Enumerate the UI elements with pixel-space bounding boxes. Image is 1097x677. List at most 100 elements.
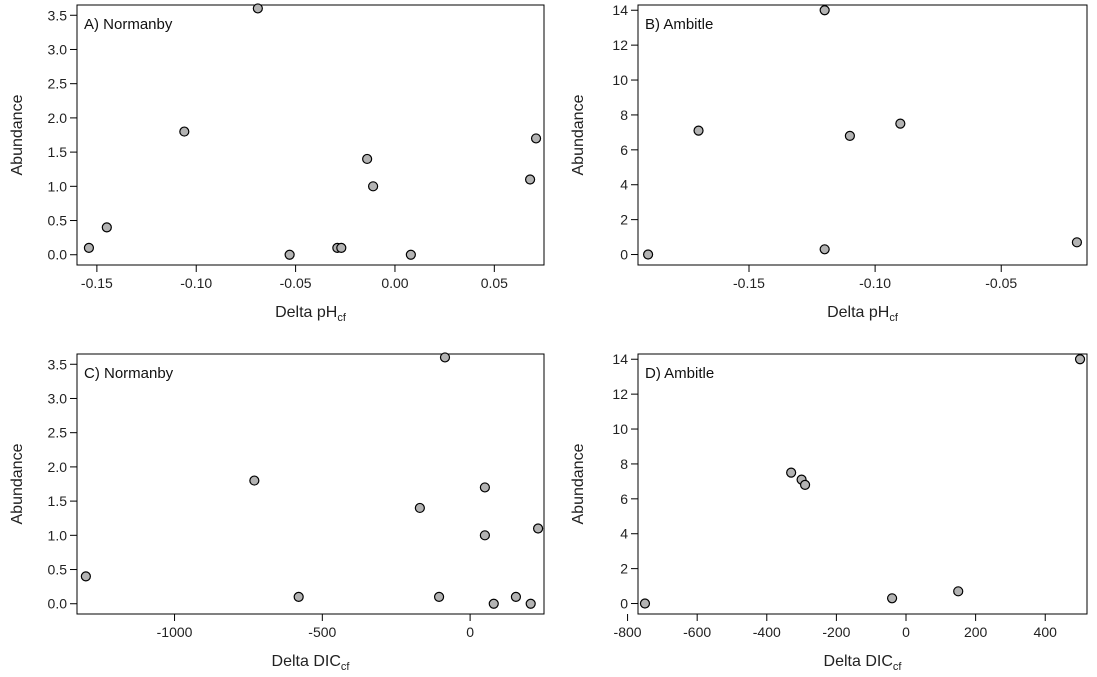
plot-frame-c bbox=[76, 353, 545, 615]
panel-d: -800 -600 -400 -200 0 200 400 0 2 4 6 8 10 12 14 Delta … bbox=[570, 351, 1088, 673]
y-tick-label-d: 14 bbox=[612, 351, 628, 367]
panel-title-c: C) Normanby bbox=[84, 365, 174, 382]
data-point-a bbox=[83, 242, 95, 253]
y-tick-label-a: 0.0 bbox=[48, 247, 68, 263]
x-tick-label-a: -0.10 bbox=[180, 275, 212, 291]
data-point-c bbox=[293, 591, 304, 602]
x-tick-label-a: 0.05 bbox=[481, 275, 508, 291]
data-point-c bbox=[479, 530, 490, 541]
x-tick-label-c: -500 bbox=[308, 624, 336, 640]
data-point-c bbox=[525, 598, 536, 609]
panel-a: -0.15 -0.10 -0.05 0.00 0.05 0.0 0.5 1.0 1.5 2.0 2.… bbox=[9, 3, 545, 324]
y-tick-label-b: 10 bbox=[612, 72, 628, 88]
data-point-c bbox=[488, 598, 499, 609]
y-tick-label-d: 12 bbox=[612, 386, 628, 402]
y-tick-label-b: 4 bbox=[620, 177, 628, 193]
data-point-c bbox=[439, 352, 451, 363]
y-tick-label-c: 0.0 bbox=[48, 596, 68, 612]
data-point-a bbox=[284, 249, 295, 260]
y-axis-title-a: Abundance bbox=[9, 94, 26, 175]
x-tick-label-c: -1000 bbox=[157, 624, 193, 640]
y-tick-label-d: 6 bbox=[620, 491, 628, 507]
data-point-d bbox=[953, 586, 964, 597]
x-tick-label-a: -0.15 bbox=[81, 275, 113, 291]
y-tick-label-a: 0.5 bbox=[48, 213, 68, 229]
y-tick-label-c: 2.0 bbox=[48, 459, 68, 475]
y-tick-label-d: 8 bbox=[620, 456, 628, 472]
y-tick-label-d: 10 bbox=[612, 421, 628, 437]
x-axis-title-subscript-c: cf bbox=[341, 661, 351, 673]
x-axis-title-d: Delta DICcf bbox=[824, 653, 903, 673]
y-tick-label-a: 2.5 bbox=[48, 76, 68, 92]
x-axis-title-subscript-a: cf bbox=[337, 312, 347, 324]
x-tick-label-b: -0.10 bbox=[859, 275, 891, 291]
x-tick-label-c: 0 bbox=[466, 624, 474, 640]
y-tick-label-a: 3.5 bbox=[48, 7, 68, 23]
panel-c: -1000 -500 0 0.0 0.5 1.0 1.5 2.0 2.5 3.0 3.5 Delta … bbox=[9, 352, 545, 673]
data-point-d bbox=[886, 593, 898, 604]
y-axis-title-b: Abundance bbox=[570, 94, 587, 175]
plot-frame-d bbox=[637, 353, 1088, 615]
data-point-a bbox=[530, 133, 542, 144]
x-tick-label-d: 0 bbox=[902, 624, 910, 640]
y-axis-title-c: Abundance bbox=[9, 443, 26, 524]
x-axis-title-a: Delta pHcf bbox=[275, 304, 347, 324]
x-tick-label-a: -0.05 bbox=[280, 275, 312, 291]
data-point-c bbox=[479, 482, 490, 493]
y-tick-label-d: 4 bbox=[620, 526, 628, 542]
y-tick-label-b: 6 bbox=[620, 142, 628, 158]
data-point-a bbox=[252, 3, 263, 14]
y-tick-label-c: 1.0 bbox=[48, 527, 68, 543]
plot-frame-a bbox=[76, 4, 545, 266]
y-tick-label-c: 1.5 bbox=[48, 493, 68, 509]
x-axis-title-subscript-d: cf bbox=[893, 661, 903, 673]
data-point-a bbox=[101, 222, 112, 233]
data-point-d bbox=[799, 479, 811, 490]
panel-title-b: B) Ambitle bbox=[645, 16, 713, 33]
data-point-b bbox=[819, 244, 830, 255]
x-axis-title-subscript-b: cf bbox=[889, 312, 899, 324]
data-point-b bbox=[1071, 237, 1083, 248]
data-point-a bbox=[336, 242, 347, 253]
data-point-b bbox=[642, 249, 654, 260]
data-point-b bbox=[693, 125, 704, 136]
y-tick-label-b: 14 bbox=[612, 2, 628, 18]
data-point-a bbox=[405, 249, 416, 260]
y-tick-label-a: 3.0 bbox=[48, 41, 68, 57]
y-tick-label-c: 3.5 bbox=[48, 356, 68, 372]
x-tick-label-b: -0.05 bbox=[985, 275, 1017, 291]
panel-title-d: D) Ambitle bbox=[645, 365, 714, 382]
x-tick-label-d: -200 bbox=[822, 624, 850, 640]
data-point-c bbox=[80, 571, 91, 582]
x-axis-title-c: Delta DICcf bbox=[272, 653, 351, 673]
data-point-b bbox=[844, 130, 855, 141]
data-point-a bbox=[524, 174, 536, 185]
plot-frame-b bbox=[637, 4, 1088, 266]
x-tick-label-d: -600 bbox=[683, 624, 711, 640]
y-tick-label-c: 0.5 bbox=[48, 562, 68, 578]
y-tick-label-d: 0 bbox=[620, 596, 628, 612]
panel-title-a: A) Normanby bbox=[84, 16, 173, 33]
y-tick-label-b: 12 bbox=[612, 37, 628, 53]
y-tick-label-b: 0 bbox=[620, 247, 628, 263]
data-point-b bbox=[895, 118, 906, 129]
data-point-c bbox=[433, 591, 445, 602]
y-axis-title-d: Abundance bbox=[570, 443, 587, 524]
y-tick-label-b: 2 bbox=[620, 212, 628, 228]
data-point-d bbox=[639, 598, 651, 609]
x-axis-title-b: Delta pHcf bbox=[827, 304, 899, 324]
x-tick-label-a: 0.00 bbox=[381, 275, 408, 291]
data-point-a bbox=[362, 153, 373, 165]
x-axis-title-text-d: Delta DIC bbox=[824, 653, 893, 670]
x-tick-label-b: -0.15 bbox=[733, 275, 765, 291]
data-point-c bbox=[532, 523, 544, 534]
panel-b: -0.15 -0.10 -0.05 0 2 4 6 8 10 12 14 Delta pHcf Abun… bbox=[570, 2, 1088, 324]
y-tick-label-a: 2.0 bbox=[48, 110, 68, 126]
data-point-a bbox=[179, 126, 190, 137]
data-point-c bbox=[249, 475, 260, 486]
data-point-c bbox=[414, 502, 425, 514]
y-tick-label-a: 1.0 bbox=[48, 178, 68, 194]
x-axis-title-text-c: Delta DIC bbox=[272, 653, 341, 670]
y-tick-label-a: 1.5 bbox=[48, 144, 68, 160]
